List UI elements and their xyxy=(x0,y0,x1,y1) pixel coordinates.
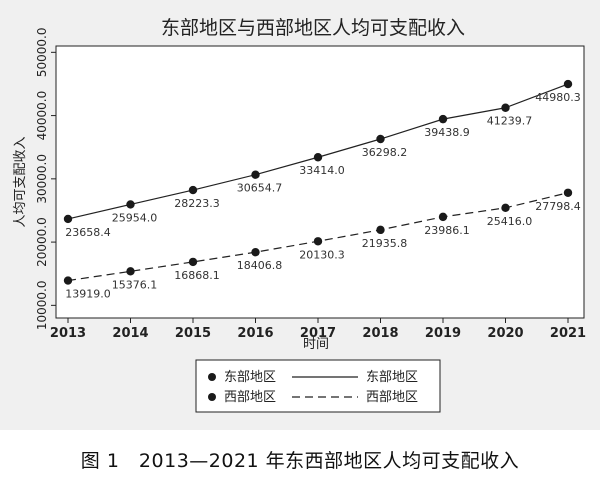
data-point xyxy=(313,237,323,246)
data-point xyxy=(188,257,198,267)
y-tick-label: 30000.0 xyxy=(35,154,49,204)
x-tick-label: 2019 xyxy=(425,326,461,341)
x-tick-label: 2021 xyxy=(550,326,586,341)
data-point xyxy=(63,214,73,224)
data-point xyxy=(501,203,510,213)
data-point xyxy=(438,212,448,222)
data-point xyxy=(376,134,385,144)
data-label: 27798.4 xyxy=(535,200,581,213)
legend-label: 东部地区 xyxy=(224,370,276,385)
data-point xyxy=(563,188,573,197)
data-point xyxy=(126,267,135,276)
data-point xyxy=(501,103,510,112)
data-label: 28223.3 xyxy=(174,197,220,210)
data-point xyxy=(438,114,448,124)
legend-label: 西部地区 xyxy=(366,390,418,405)
x-tick-label: 2016 xyxy=(237,326,273,341)
data-label: 30654.7 xyxy=(237,182,283,195)
data-point xyxy=(313,153,323,162)
data-label: 36298.2 xyxy=(362,146,408,159)
legend-label: 西部地区 xyxy=(224,390,276,405)
legend-marker xyxy=(208,373,216,381)
data-label: 33414.0 xyxy=(299,164,345,177)
plot-area xyxy=(55,45,585,319)
x-tick-label: 2013 xyxy=(50,326,86,341)
y-tick-label: 50000.0 xyxy=(35,28,49,78)
data-point xyxy=(251,247,260,257)
x-tick-label: 2017 xyxy=(300,326,336,341)
x-tick-label: 2015 xyxy=(175,326,211,341)
data-point xyxy=(251,170,260,179)
x-tick-label: 2014 xyxy=(112,326,148,341)
legend-box xyxy=(195,359,441,413)
data-label: 21935.8 xyxy=(362,237,408,250)
y-axis-label: 人均可支配收入 xyxy=(13,136,28,227)
y-tick-label: 40000.0 xyxy=(35,91,49,141)
x-tick-label: 2020 xyxy=(487,326,523,341)
chart-title: 东部地区与西部地区人均可支配收入 xyxy=(161,17,465,39)
legend-label: 东部地区 xyxy=(366,370,418,385)
y-tick-label: 10000.0 xyxy=(35,281,49,331)
data-label: 25954.0 xyxy=(112,211,158,224)
data-label: 23986.1 xyxy=(424,224,470,237)
data-point xyxy=(188,185,198,195)
data-label: 41239.7 xyxy=(487,115,533,128)
data-label: 23658.4 xyxy=(65,226,111,239)
data-label: 44980.3 xyxy=(535,91,581,104)
data-label: 25416.0 xyxy=(487,215,533,228)
data-point xyxy=(563,79,573,89)
chart: 东部地区与西部地区人均可支配收入 10000.0 20000.0 30000.0 40… xyxy=(13,17,586,413)
x-tick-label: 2018 xyxy=(362,326,398,341)
data-label: 39438.9 xyxy=(424,126,470,139)
chart-panel: 东部地区与西部地区人均可支配收入 10000.0 20000.0 30000.0 40… xyxy=(0,0,600,430)
data-label: 18406.8 xyxy=(237,259,283,272)
legend-marker xyxy=(208,393,216,401)
data-point xyxy=(63,276,73,285)
y-tick-label: 20000.0 xyxy=(35,217,49,267)
data-point xyxy=(376,225,385,235)
x-axis-label: 时间 xyxy=(303,337,329,352)
data-point xyxy=(126,200,135,209)
data-label: 13919.0 xyxy=(65,288,111,301)
data-label: 15376.1 xyxy=(112,278,158,291)
data-label: 16868.1 xyxy=(174,269,220,282)
data-label: 20130.3 xyxy=(299,248,345,261)
figure-caption: 图 1 2013—2021 年东西部地区人均可支配收入 xyxy=(80,450,520,472)
